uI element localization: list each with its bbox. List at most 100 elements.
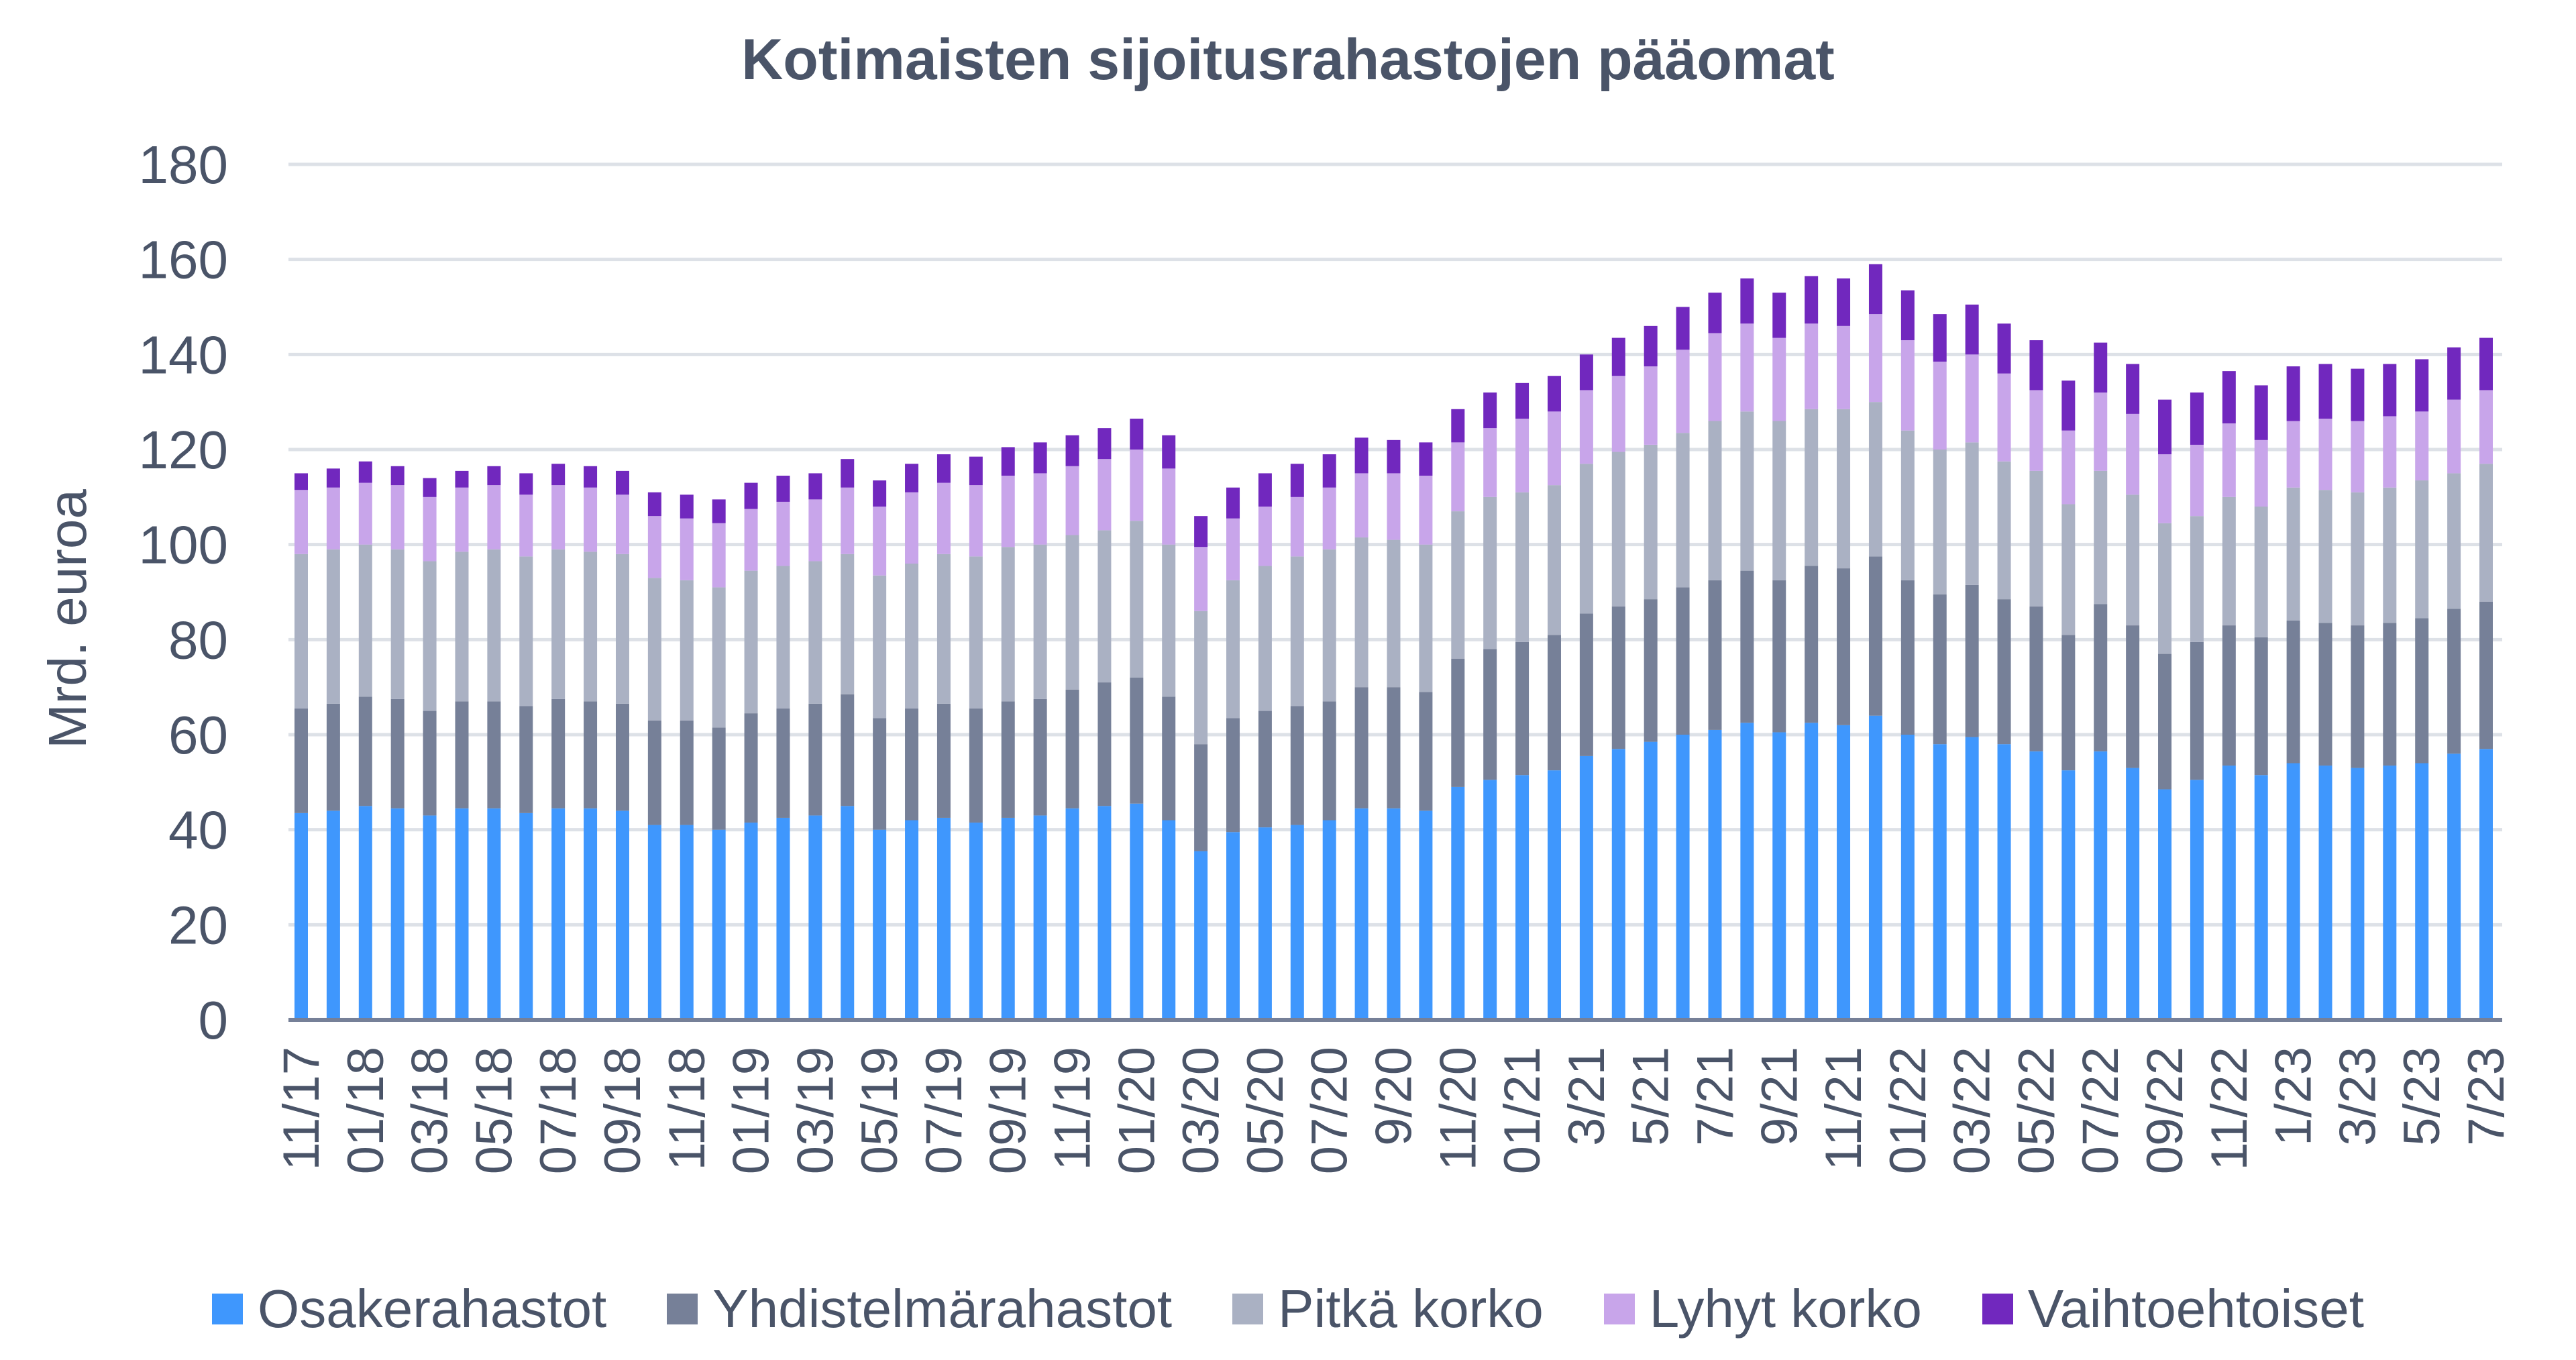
bar-segment-osakerahastot xyxy=(936,817,951,1020)
bar-segment-osakerahastot xyxy=(1965,737,1979,1020)
bar-segment-pitk-korko xyxy=(2318,490,2332,623)
bar-segment-pitk-korko xyxy=(2351,492,2365,626)
x-tick-label: 05/20 xyxy=(1237,1047,1294,1174)
bar-segment-pitk-korko xyxy=(2029,470,2043,607)
bar-segment-vaihtoehtoiset xyxy=(1483,393,1497,429)
bar-segment-pitk-korko xyxy=(1354,537,1368,688)
bar-segment-yhdistelm-rahastot xyxy=(873,718,887,830)
bar-segment-pitk-korko xyxy=(1900,430,1915,580)
bar-segment-lyhyt-korko xyxy=(1740,323,1754,412)
x-tick-label: 7/23 xyxy=(2458,1047,2515,1146)
bar-segment-yhdistelm-rahastot xyxy=(2029,606,2043,751)
legend-item: Lyhyt korko xyxy=(1603,1278,1922,1340)
bar-segment-vaihtoehtoiset xyxy=(776,475,790,502)
bar-segment-yhdistelm-rahastot xyxy=(1290,706,1304,825)
bar-segment-pitk-korko xyxy=(1933,450,1947,595)
x-tick-label: 05/22 xyxy=(2008,1047,2065,1174)
bar-segment-osakerahastot xyxy=(2222,766,2236,1020)
bar-segment-pitk-korko xyxy=(1001,547,1015,702)
x-tick-label: 3/23 xyxy=(2329,1047,2386,1146)
bar-segment-vaihtoehtoiset xyxy=(1965,304,1979,355)
bar-segment-vaihtoehtoiset xyxy=(2190,393,2204,445)
bar-segment-osakerahastot xyxy=(1740,723,1754,1020)
bar-segment-vaihtoehtoiset xyxy=(2383,364,2397,417)
bar-segment-osakerahastot xyxy=(744,823,758,1020)
bar-segment-lyhyt-korko xyxy=(519,494,533,557)
bar-segment-vaihtoehtoiset xyxy=(584,466,598,488)
bar-segment-osakerahastot xyxy=(1258,827,1272,1020)
x-tick-label: 7/21 xyxy=(1686,1047,1743,1146)
bar-segment-pitk-korko xyxy=(1644,444,1658,600)
bar-segment-lyhyt-korko xyxy=(1515,418,1529,492)
bar-segment-vaihtoehtoiset xyxy=(2254,385,2268,440)
bar-segment-yhdistelm-rahastot xyxy=(1547,635,1561,771)
bar-segment-pitk-korko xyxy=(2190,516,2204,642)
bar-segment-yhdistelm-rahastot xyxy=(1065,689,1079,808)
bar-segment-pitk-korko xyxy=(905,564,919,709)
bar-segment-pitk-korko xyxy=(1130,521,1144,678)
bar-segment-osakerahastot xyxy=(2029,751,2043,1020)
bar-segment-osakerahastot xyxy=(2415,763,2429,1020)
bar-segment-pitk-korko xyxy=(2061,504,2076,635)
x-tick-label: 07/22 xyxy=(2072,1047,2129,1174)
bar-segment-vaihtoehtoiset xyxy=(1868,264,1882,315)
bar-segment-vaihtoehtoiset xyxy=(2479,337,2493,390)
bar-segment-pitk-korko xyxy=(2447,473,2461,609)
bar-segment-pitk-korko xyxy=(1290,556,1304,707)
bar-segment-vaihtoehtoiset xyxy=(390,466,405,486)
bar-segment-yhdistelm-rahastot xyxy=(969,709,983,823)
bar-segment-lyhyt-korko xyxy=(936,482,951,554)
bar-segment-vaihtoehtoiset xyxy=(647,492,661,517)
bar-segment-vaihtoehtoiset xyxy=(1162,435,1176,469)
bar-segment-osakerahastot xyxy=(2126,768,2140,1020)
bar-segment-lyhyt-korko xyxy=(712,523,726,588)
bar-segment-vaihtoehtoiset xyxy=(1772,293,1786,338)
x-tick-label: 11/17 xyxy=(273,1047,330,1171)
bar-segment-vaihtoehtoiset xyxy=(1837,278,1851,326)
bar-segment-yhdistelm-rahastot xyxy=(1772,580,1786,733)
legend-label: Pitkä korko xyxy=(1278,1279,1544,1339)
bar-segment-vaihtoehtoiset xyxy=(326,468,340,488)
bar-segment-vaihtoehtoiset xyxy=(841,459,855,488)
bar-segment-osakerahastot xyxy=(1419,810,1433,1020)
bar-segment-osakerahastot xyxy=(326,810,340,1020)
bar-segment-yhdistelm-rahastot xyxy=(1611,606,1625,749)
bar-segment-pitk-korko xyxy=(744,570,758,714)
bar-segment-pitk-korko xyxy=(936,554,951,704)
bar-segment-pitk-korko xyxy=(1387,539,1401,688)
bar-segment-pitk-korko xyxy=(1740,411,1754,571)
bar-segment-pitk-korko xyxy=(2094,470,2108,605)
bar-segment-vaihtoehtoiset xyxy=(1001,447,1015,476)
bar-segment-yhdistelm-rahastot xyxy=(1226,718,1240,833)
bar-segment-osakerahastot xyxy=(1611,749,1625,1020)
x-tick-label: 9/20 xyxy=(1366,1047,1423,1146)
bar-segment-lyhyt-korko xyxy=(1354,473,1368,538)
bar-segment-lyhyt-korko xyxy=(2222,423,2236,497)
bar-segment-lyhyt-korko xyxy=(1419,475,1433,545)
bar-segment-yhdistelm-rahastot xyxy=(2126,625,2140,768)
bar-segment-lyhyt-korko xyxy=(1065,466,1079,535)
bar-segment-lyhyt-korko xyxy=(1579,390,1593,464)
bar-segment-lyhyt-korko xyxy=(1805,323,1819,409)
bar-segment-lyhyt-korko xyxy=(423,496,437,562)
y-tick-label: 120 xyxy=(139,420,228,480)
bar-segment-lyhyt-korko xyxy=(1097,459,1112,531)
bar-segment-lyhyt-korko xyxy=(1708,333,1722,421)
bar-segment-yhdistelm-rahastot xyxy=(1451,658,1465,787)
bar-segment-vaihtoehtoiset xyxy=(2158,399,2172,455)
legend-label: Osakerahastot xyxy=(258,1279,607,1339)
bar-segment-lyhyt-korko xyxy=(2415,411,2429,481)
x-tick-label: 09/22 xyxy=(2137,1047,2194,1174)
bar-segment-lyhyt-korko xyxy=(1611,376,1625,452)
bar-segment-osakerahastot xyxy=(841,806,855,1020)
bar-segment-pitk-korko xyxy=(294,554,308,709)
bar-segment-lyhyt-korko xyxy=(487,485,501,550)
y-tick-label: 180 xyxy=(139,135,228,195)
bar-segment-yhdistelm-rahastot xyxy=(1194,744,1208,851)
bar-segment-osakerahastot xyxy=(1676,735,1690,1020)
bar-segment-vaihtoehtoiset xyxy=(1226,487,1240,519)
bar-segment-lyhyt-korko xyxy=(1547,411,1561,486)
bar-segment-pitk-korko xyxy=(1772,421,1786,580)
bar-segment-pitk-korko xyxy=(1611,452,1625,607)
